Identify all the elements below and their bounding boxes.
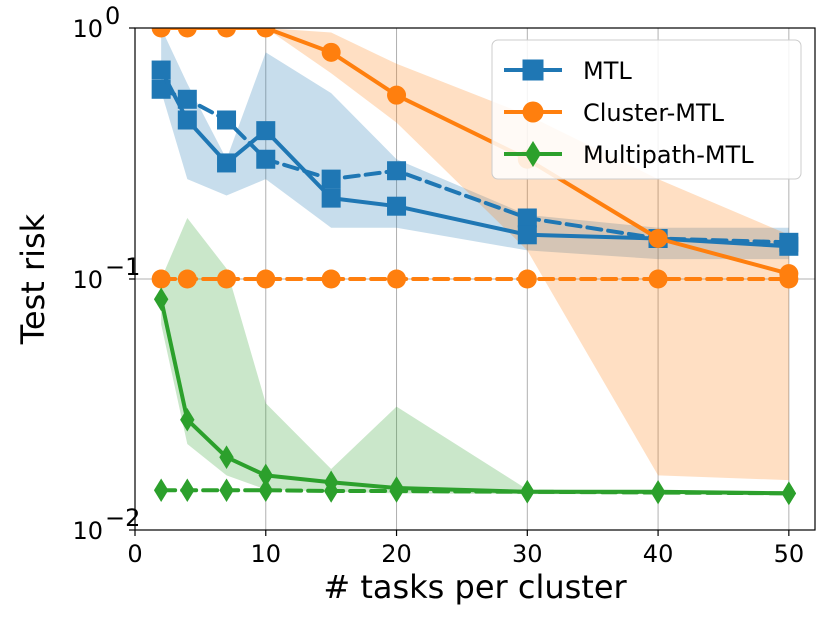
data-point-dashed-0	[517, 208, 537, 228]
y-tick-label: 10	[72, 15, 103, 43]
data-point-dashed-1	[177, 269, 197, 289]
y-tick-exponent: −2	[105, 504, 140, 532]
data-point-dashed-1	[321, 269, 341, 289]
data-point-solid-1	[321, 42, 341, 62]
data-point-solid-2	[219, 445, 234, 469]
x-axis-title: # tasks per cluster	[323, 568, 627, 606]
data-point-solid-0	[387, 196, 407, 216]
plot-area	[151, 28, 799, 506]
data-point-solid-1	[648, 228, 668, 248]
legend-marker-2	[525, 140, 541, 168]
data-point-solid-2	[781, 481, 797, 506]
data-point-dashed-0	[177, 89, 197, 109]
legend-marker-0	[522, 59, 544, 81]
y-tick-exponent: 0	[105, 2, 120, 30]
y-tick-label: 10	[72, 266, 103, 294]
data-point-dashed-1	[151, 269, 171, 289]
data-point-solid-1	[217, 28, 237, 38]
legend-box	[491, 39, 802, 180]
data-point-solid-2	[650, 479, 666, 504]
data-point-solid-0	[151, 60, 171, 80]
data-point-dashed-0	[321, 169, 341, 189]
data-point-solid-0	[779, 236, 799, 256]
data-point-dashed-2	[219, 478, 234, 503]
legend-marker-1	[522, 101, 544, 123]
data-point-solid-2	[389, 476, 404, 500]
data-point-solid-0	[217, 153, 237, 173]
data-point-solid-0	[517, 225, 537, 245]
data-point-solid-1	[177, 28, 197, 38]
data-point-dashed-1	[256, 269, 276, 289]
data-point-solid-2	[180, 407, 195, 432]
data-point-solid-1	[151, 28, 171, 38]
data-point-dashed-0	[217, 110, 237, 130]
data-point-dashed-1	[648, 269, 668, 289]
data-point-solid-2	[258, 463, 273, 488]
data-point-solid-1	[387, 85, 407, 105]
data-point-dashed-2	[258, 478, 273, 503]
band-1	[161, 28, 789, 481]
legend: MTL Cluster-MTL Multipath-MTL	[491, 39, 802, 180]
data-point-solid-1	[256, 28, 276, 38]
y-tick-exponent: −1	[105, 253, 140, 281]
data-point-dashed-2	[153, 478, 169, 503]
legend-label-2: Multipath-MTL	[583, 141, 754, 169]
y-axis-title: Test risk	[14, 213, 52, 345]
x-tick-label: 20	[381, 540, 412, 568]
legend-label-0: MTL	[583, 57, 632, 85]
data-point-dashed-1	[217, 269, 237, 289]
x-tick-label: 10	[250, 540, 281, 568]
data-point-solid-0	[177, 110, 197, 130]
data-point-dashed-1	[387, 269, 407, 289]
data-point-solid-1	[779, 264, 799, 284]
data-point-dashed-2	[180, 478, 195, 503]
legend-label-1: Cluster-MTL	[583, 99, 725, 127]
data-point-dashed-0	[256, 149, 276, 169]
band-2	[161, 217, 789, 495]
x-tick-label: 40	[643, 540, 674, 568]
data-point-dashed-0	[151, 79, 171, 99]
x-tick-label: 50	[774, 540, 805, 568]
band-0	[161, 28, 789, 260]
data-point-dashed-1	[517, 269, 537, 289]
data-point-solid-2	[323, 470, 339, 495]
data-point-dashed-0	[387, 161, 407, 181]
data-point-solid-2	[153, 287, 169, 312]
data-point-solid-0	[256, 121, 276, 141]
data-point-solid-0	[321, 188, 341, 208]
data-point-solid-2	[520, 479, 535, 504]
y-tick-label: 10	[72, 517, 103, 545]
x-tick-label: 0	[127, 540, 142, 568]
x-tick-label: 30	[512, 540, 543, 568]
